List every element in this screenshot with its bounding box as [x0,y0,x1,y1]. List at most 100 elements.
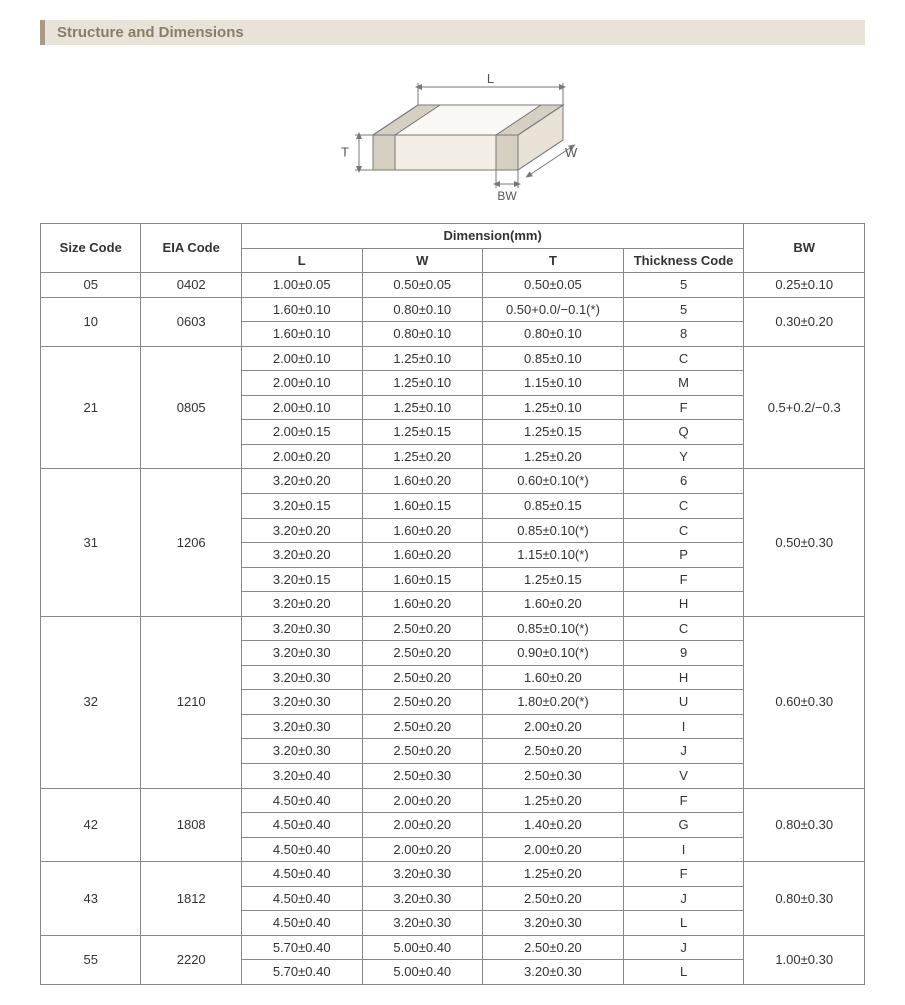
cell-w: 2.50±0.20 [362,714,483,739]
cell-eia: 1812 [141,862,241,936]
cell-t: 0.50+0.0/−0.1(*) [483,297,624,322]
cell-w: 3.20±0.30 [362,862,483,887]
cell-l: 3.20±0.30 [241,714,362,739]
cell-l: 3.20±0.30 [241,641,362,666]
cell-bw: 0.80±0.30 [744,862,865,936]
cell-t: 2.00±0.20 [483,714,624,739]
cell-size: 55 [41,935,141,984]
cell-tc: C [623,616,744,641]
cell-t: 1.60±0.20 [483,665,624,690]
cell-w: 2.50±0.20 [362,690,483,715]
cell-l: 3.20±0.15 [241,567,362,592]
cell-tc: L [623,960,744,985]
cell-t: 1.25±0.20 [483,444,624,469]
cell-l: 3.20±0.20 [241,469,362,494]
cell-tc: C [623,518,744,543]
cell-l: 4.50±0.40 [241,813,362,838]
table-row: 0504021.00±0.050.50±0.050.50±0.0550.25±0… [41,273,865,298]
cell-t: 2.50±0.20 [483,739,624,764]
cell-l: 2.00±0.10 [241,395,362,420]
cell-tc: Q [623,420,744,445]
cell-t: 1.15±0.10 [483,371,624,396]
table-row: 4318124.50±0.403.20±0.301.25±0.20F0.80±0… [41,862,865,887]
cell-eia: 1206 [141,469,241,616]
cell-eia: 0805 [141,346,241,469]
cell-tc: I [623,837,744,862]
cell-l: 2.00±0.10 [241,346,362,371]
cell-t: 1.40±0.20 [483,813,624,838]
table-row: 1006031.60±0.100.80±0.100.50+0.0/−0.1(*)… [41,297,865,322]
cell-tc: F [623,567,744,592]
cell-t: 2.50±0.30 [483,764,624,789]
cell-w: 2.50±0.20 [362,641,483,666]
cell-l: 2.00±0.20 [241,444,362,469]
cell-tc: 5 [623,297,744,322]
cell-size: 21 [41,346,141,469]
cell-t: 0.80±0.10 [483,322,624,347]
cell-eia: 1808 [141,788,241,862]
cell-w: 5.00±0.40 [362,960,483,985]
cell-l: 3.20±0.30 [241,690,362,715]
cell-w: 1.25±0.20 [362,444,483,469]
svg-text:W: W [565,145,578,160]
cell-l: 3.20±0.30 [241,616,362,641]
cell-w: 3.20±0.30 [362,886,483,911]
cell-size: 43 [41,862,141,936]
cell-l: 3.20±0.30 [241,739,362,764]
cell-w: 2.50±0.20 [362,739,483,764]
cell-l: 2.00±0.10 [241,371,362,396]
cell-w: 1.60±0.20 [362,543,483,568]
table-row: 4218084.50±0.402.00±0.201.25±0.20F0.80±0… [41,788,865,813]
cell-eia: 2220 [141,935,241,984]
cell-tc: 5 [623,273,744,298]
cell-w: 1.60±0.15 [362,567,483,592]
section-header: Structure and Dimensions [40,20,865,45]
cell-l: 3.20±0.40 [241,764,362,789]
cell-w: 0.80±0.10 [362,322,483,347]
cell-w: 1.60±0.20 [362,469,483,494]
cell-bw: 0.5+0.2/−0.3 [744,346,865,469]
cell-l: 3.20±0.30 [241,665,362,690]
cell-w: 1.25±0.10 [362,371,483,396]
cell-l: 1.60±0.10 [241,297,362,322]
cell-tc: Y [623,444,744,469]
cell-eia: 0402 [141,273,241,298]
cell-t: 1.25±0.15 [483,567,624,592]
cell-w: 2.50±0.30 [362,764,483,789]
cell-w: 1.25±0.10 [362,346,483,371]
cell-t: 0.50±0.05 [483,273,624,298]
cell-tc: F [623,862,744,887]
cell-w: 1.25±0.15 [362,420,483,445]
table-row: 3212103.20±0.302.50±0.200.85±0.10(*)C0.6… [41,616,865,641]
cell-w: 1.25±0.10 [362,395,483,420]
cell-bw: 0.80±0.30 [744,788,865,862]
cell-l: 3.20±0.15 [241,494,362,519]
cell-w: 5.00±0.40 [362,935,483,960]
cell-t: 2.00±0.20 [483,837,624,862]
cell-tc: J [623,935,744,960]
dimension-table: Size Code EIA Code Dimension(mm) BW L W … [40,223,865,985]
cell-tc: J [623,886,744,911]
cell-tc: 8 [623,322,744,347]
cell-t: 1.15±0.10(*) [483,543,624,568]
cell-t: 0.60±0.10(*) [483,469,624,494]
dimension-table-wrap: Size Code EIA Code Dimension(mm) BW L W … [0,223,905,1005]
table-row: 5522205.70±0.405.00±0.402.50±0.20J1.00±0… [41,935,865,960]
cell-t: 1.25±0.20 [483,862,624,887]
cell-bw: 0.60±0.30 [744,616,865,788]
cell-t: 0.85±0.15 [483,494,624,519]
cell-l: 3.20±0.20 [241,518,362,543]
cell-w: 2.00±0.20 [362,813,483,838]
cell-tc: J [623,739,744,764]
cell-tc: C [623,494,744,519]
cell-t: 3.20±0.30 [483,960,624,985]
cell-t: 0.85±0.10(*) [483,518,624,543]
cell-l: 4.50±0.40 [241,911,362,936]
cell-size: 10 [41,297,141,346]
cell-bw: 0.50±0.30 [744,469,865,616]
cell-tc: U [623,690,744,715]
table-row: 2108052.00±0.101.25±0.100.85±0.10C0.5+0.… [41,346,865,371]
svg-text:L: L [486,71,493,86]
cell-size: 05 [41,273,141,298]
cell-w: 0.80±0.10 [362,297,483,322]
